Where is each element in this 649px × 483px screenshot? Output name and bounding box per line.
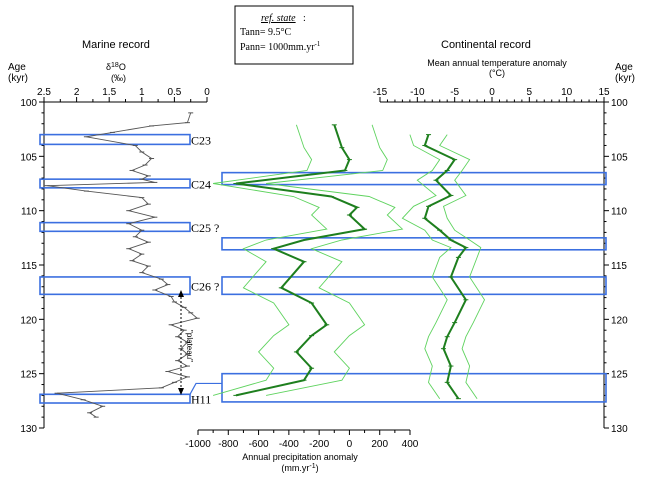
marine-title: Marine record — [82, 39, 150, 51]
marine-axes: 2.5 2 1.5 1 0.5 0 100 105 110 115 120 125 130 — [20, 87, 210, 435]
temperature-x-tick-label: -10 — [410, 87, 425, 98]
plateau-label: "plateau" — [185, 330, 194, 362]
marine-x-tick-label: 2.5 — [37, 87, 51, 98]
marine-y-tick-label: 120 — [20, 315, 37, 326]
marine-x-tick-label: 1 — [139, 87, 145, 98]
precip-axis-unit: (mm.yr-1) — [281, 463, 318, 473]
marine-y-tick-label: 105 — [20, 152, 37, 163]
event-band-marine — [39, 221, 191, 233]
marine-age-label: Age — [8, 62, 26, 73]
precip-min-line — [212, 124, 328, 396]
precip-x-tick-label: -200 — [309, 439, 329, 450]
temperature-x-tick-label: -15 — [373, 87, 388, 98]
precip-x-tick-label: -1000 — [185, 439, 211, 450]
marine-x-tick-label: 0.5 — [167, 87, 181, 98]
temperature-axis-unit: (°C) — [489, 68, 505, 78]
continental-age-label: Age — [615, 62, 633, 73]
continental-y-tick-label: 125 — [611, 370, 628, 381]
continental-y-tick-label: 120 — [611, 315, 628, 326]
event-band-continental — [221, 372, 607, 403]
precip-x-tick-label: 0 — [347, 439, 353, 450]
event-band-connector — [189, 382, 222, 395]
marine-y-tick-label: 110 — [21, 207, 37, 218]
marine-y-tick-label: 125 — [20, 370, 37, 381]
continental-y-tick-label: 100 — [611, 98, 628, 109]
event-label: C25 ? — [191, 221, 219, 235]
event-band-continental — [221, 171, 607, 186]
marine-x-tick-label: 1.5 — [102, 87, 116, 98]
event-label: C23 — [191, 133, 211, 147]
event-band-continental — [221, 237, 607, 251]
precip-x-tick-label: -600 — [249, 439, 269, 450]
event-label: C24 — [191, 178, 211, 192]
precip-axis: -1000 -800 -600 -400 -200 0 200 400 — [185, 429, 419, 450]
ref-state-pann: Pann= 1000mm.yr-1 — [240, 40, 321, 53]
ref-state-colon: : — [303, 13, 306, 24]
precip-x-tick-label: -800 — [218, 439, 238, 450]
temperature-x-tick-label: 10 — [561, 87, 573, 98]
event-band-continental — [221, 276, 607, 296]
event-bands — [39, 133, 607, 404]
event-labels: C23 C24 C25 ? C26 ? H11 — [191, 133, 219, 406]
continental-title: Continental record — [441, 39, 531, 51]
continental-age-unit: (kyr) — [615, 73, 635, 84]
continental-y-tick-label: 130 — [611, 424, 628, 435]
marine-y-tick-label: 115 — [21, 261, 37, 272]
precip-mean-line — [235, 124, 367, 397]
temperature-x-tick-label: 5 — [527, 87, 533, 98]
event-band-marine — [39, 393, 191, 404]
marine-y-tick-label: 100 — [20, 98, 37, 109]
temperature-axis-label: Mean annual temperature anomaly — [427, 58, 567, 68]
precip-x-tick-label: -400 — [279, 439, 299, 450]
precip-x-tick-label: 200 — [371, 439, 388, 450]
isotope-line — [47, 112, 199, 418]
precip-axis-label: Annual precipitation anomaly — [242, 452, 358, 462]
ref-state-title: ref. state — [261, 13, 296, 24]
continental-y-tick-label: 105 — [611, 152, 628, 163]
precip-max-line — [266, 124, 404, 396]
temperature-min-line — [401, 134, 452, 399]
continental-y-tick-label: 115 — [611, 261, 627, 272]
temperature-x-tick-label: 15 — [598, 87, 610, 98]
d18o-label: δ18O — [106, 62, 126, 72]
temperature-mean-line — [423, 134, 468, 400]
ref-state-tann: Tann= 9.5°C — [240, 27, 291, 38]
data-series — [44, 112, 486, 418]
temperature-x-tick-label: 0 — [489, 87, 495, 98]
event-band-marine — [39, 133, 191, 146]
ref-state-box: ref. state : Tann= 9.5°C Pann= 1000mm.yr… — [234, 5, 354, 65]
d18o-unit: (‰) — [111, 73, 126, 83]
event-band-marine — [39, 178, 191, 189]
temperature-x-tick-label: -5 — [450, 87, 459, 98]
event-band-marine — [39, 276, 191, 296]
plateau-annotation: "plateau" — [178, 290, 194, 395]
continental-y-tick-label: 110 — [611, 207, 627, 218]
marine-x-tick-label: 0 — [204, 87, 210, 98]
marine-age-unit: (kyr) — [8, 73, 28, 84]
marine-y-tick-label: 130 — [20, 424, 37, 435]
temperature-max-line — [439, 134, 486, 399]
event-label: H11 — [191, 393, 211, 407]
marine-x-tick-label: 2 — [74, 87, 80, 98]
precip-x-tick-label: 400 — [402, 439, 419, 450]
event-label: C26 ? — [191, 280, 219, 294]
